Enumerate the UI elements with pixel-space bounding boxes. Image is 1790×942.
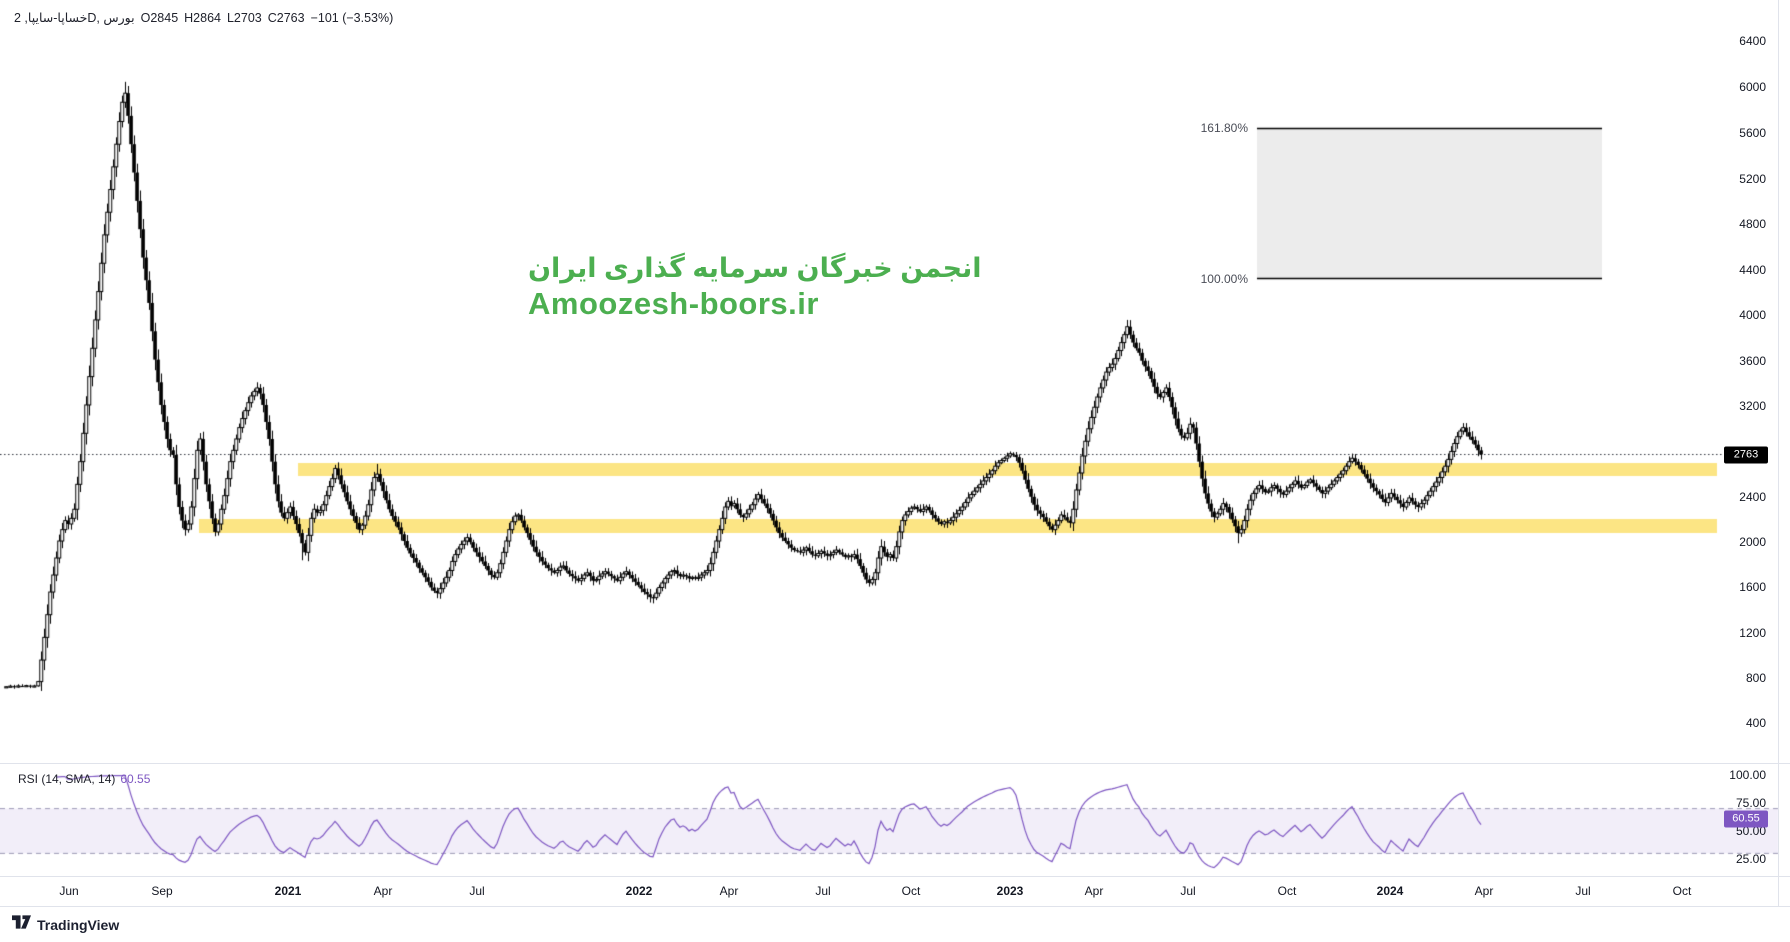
time-tick-Oct: Oct [901,884,921,898]
change-value: −101 (−3.53%) [310,11,394,25]
price-tick-6400: 6400 [1739,34,1766,48]
rsi-value-badge: 60.55 [1724,810,1768,828]
price-tick-6000: 6000 [1739,80,1766,94]
price-tick-3200: 3200 [1739,399,1766,413]
time-tick-Jun: Jun [59,884,79,898]
pane-separator[interactable] [0,763,1790,764]
fib-level-161-label[interactable]: 161.80% [1200,121,1248,135]
price-tick-4800: 4800 [1739,217,1766,231]
rsi-indicator-value: 60.55 [120,772,151,786]
time-tick-Apr: Apr [1084,884,1104,898]
price-tick-1200: 1200 [1739,626,1766,640]
legend-part-2: D, [87,11,104,25]
time-tick-Apr: Apr [373,884,393,898]
time-tick-Oct: Oct [1277,884,1297,898]
time-axis-bottom-border [0,906,1790,907]
watermark-line2: Amoozesh-boors.ir [528,285,819,321]
price-tick-2400: 2400 [1739,490,1766,504]
price-tick-1600: 1600 [1739,580,1766,594]
last-price-badge: 2763 [1724,446,1768,464]
rsi-tick-75.00: 75.00 [1735,796,1766,810]
watermark: انجمن خبرگان سرمایه گذاری ایران Amoozesh… [528,252,981,323]
rsi-tick-100.00: 100.00 [1729,768,1766,782]
rsi-pane-canvas[interactable] [0,763,1790,876]
time-tick-Sep: Sep [151,884,173,898]
symbol-legend[interactable]: 2 ,خساپا-سايپاD, بورس O2845 H2864 L2703 C276… [14,10,393,25]
rsi-tick-25.00: 25.00 [1735,852,1766,866]
price-tick-2000: 2000 [1739,535,1766,549]
time-tick-Jul: Jul [1575,884,1591,898]
time-tick-Jul: Jul [1180,884,1196,898]
price-tick-800: 800 [1745,671,1766,685]
time-tick-Apr: Apr [1474,884,1494,898]
price-tick-4000: 4000 [1739,308,1766,322]
tradingview-attribution[interactable]: TradingView [12,915,119,934]
time-axis-top-border [0,876,1790,877]
time-tick-Jul: Jul [815,884,831,898]
tradingview-logo-icon [12,915,31,934]
close-value: C2763 [267,11,305,25]
price-pane-canvas[interactable] [0,0,1790,763]
time-tick-2023: 2023 [996,884,1024,898]
legend-part-0: 2 , [14,11,28,25]
exchange-name: بورس [103,11,135,25]
rsi-tick-50.00: 50.00 [1735,824,1766,838]
open-value: O2845 [140,11,179,25]
price-tick-5200: 5200 [1739,172,1766,186]
symbol-name: خساپا-سايپا [27,11,88,25]
time-tick-Jul: Jul [469,884,485,898]
time-tick-Oct: Oct [1672,884,1692,898]
rsi-indicator-legend[interactable]: RSI (14, SMA, 14) 60.55 [18,772,150,786]
price-tick-3600: 3600 [1739,354,1766,368]
fib-level-100-label[interactable]: 100.00% [1200,272,1248,286]
tradingview-logo-text: TradingView [37,916,120,933]
time-tick-Apr: Apr [719,884,739,898]
price-scale-border[interactable] [1778,0,1779,906]
time-tick-2024: 2024 [1376,884,1404,898]
price-tick-400: 400 [1745,716,1766,730]
time-tick-2021: 2021 [274,884,302,898]
low-value: L2703 [226,11,262,25]
watermark-line1: انجمن خبرگان سرمایه گذاری ایران [528,253,982,283]
rsi-indicator-title: RSI (14, SMA, 14) [18,772,116,786]
price-tick-5600: 5600 [1739,126,1766,140]
price-tick-4400: 4400 [1739,263,1766,277]
time-tick-2022: 2022 [625,884,653,898]
high-value: H2864 [184,11,221,25]
